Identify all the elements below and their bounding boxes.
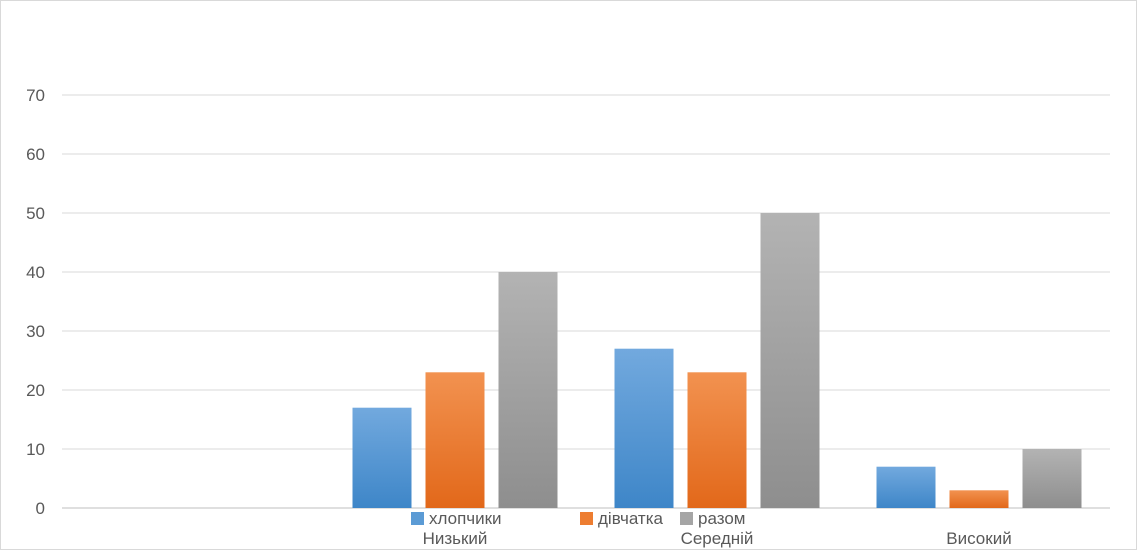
bar-дівчатка-Низький	[425, 372, 485, 508]
y-tick-label: 50	[26, 204, 45, 223]
bars	[352, 213, 1082, 508]
bar-разом-Низький	[498, 272, 558, 508]
legend-label: дівчатка	[598, 509, 663, 528]
y-tick-label: 20	[26, 381, 45, 400]
bar-хлопчики-Низький	[352, 407, 412, 508]
legend-swatch-разом	[680, 512, 693, 525]
bar-дівчатка-Середній	[687, 372, 747, 508]
bar-хлопчики-Середній	[614, 348, 674, 508]
bar-дівчатка-Високий	[949, 490, 1009, 508]
legend: хлопчики дівчатка разом	[411, 509, 745, 528]
legend-label: разом	[698, 509, 745, 528]
y-axis-ticks: 0 10 20 30 40 50 60 70	[26, 86, 45, 518]
y-tick-label: 30	[26, 322, 45, 341]
x-axis-categories: Низький Середній Високий	[423, 529, 1012, 548]
gridlines	[62, 94, 1110, 509]
legend-label: хлопчики	[429, 509, 502, 528]
y-tick-label: 70	[26, 86, 45, 105]
x-category-label: Середній	[681, 529, 754, 548]
y-tick-label: 10	[26, 440, 45, 459]
legend-swatch-дівчатка	[580, 512, 593, 525]
bar-хлопчики-Високий	[876, 466, 936, 508]
y-tick-label: 40	[26, 263, 45, 282]
bar-разом-Середній	[760, 213, 820, 508]
x-category-label: Низький	[423, 529, 488, 548]
y-tick-label: 0	[36, 499, 45, 518]
y-tick-label: 60	[26, 145, 45, 164]
x-category-label: Високий	[946, 529, 1011, 548]
legend-swatch-хлопчики	[411, 512, 424, 525]
bar-разом-Високий	[1022, 449, 1082, 508]
